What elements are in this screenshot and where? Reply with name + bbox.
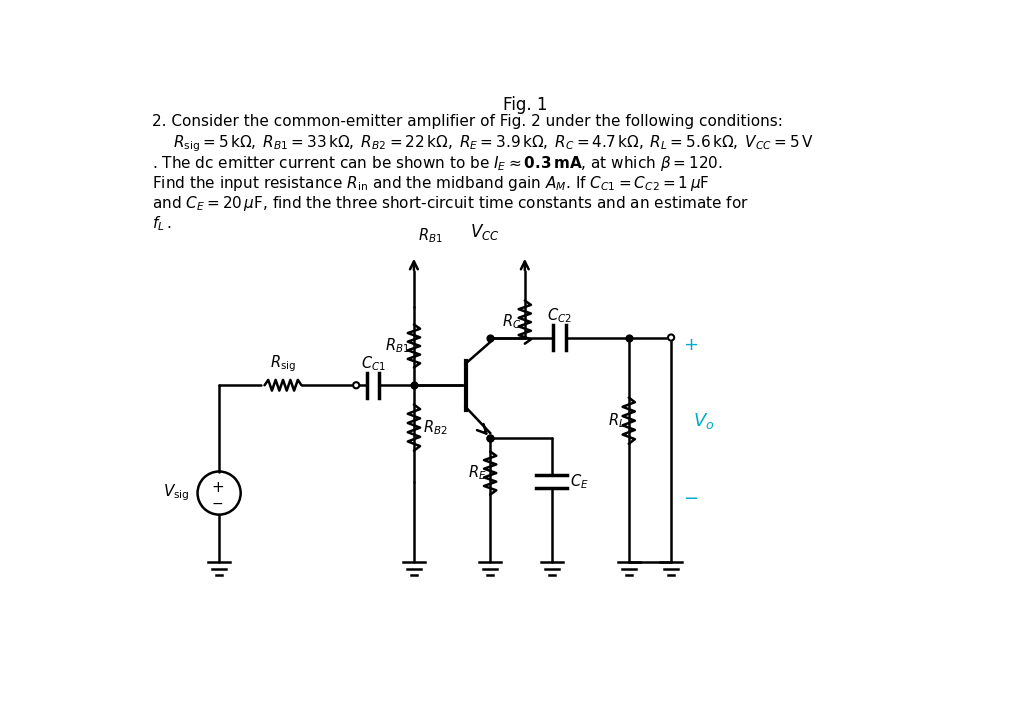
Text: $-$: $-$ — [683, 488, 697, 506]
Text: $f_L\,.$: $f_L\,.$ — [153, 215, 172, 233]
Text: $C_{C1}$: $C_{C1}$ — [360, 354, 386, 373]
Text: $V_\mathrm{sig}$: $V_\mathrm{sig}$ — [163, 483, 189, 503]
Text: $R_E$: $R_E$ — [468, 464, 486, 482]
Text: $V_{CC}$: $V_{CC}$ — [470, 222, 500, 242]
Text: Fig. 1: Fig. 1 — [503, 96, 547, 114]
Text: $R_{B1}$: $R_{B1}$ — [385, 336, 410, 355]
Text: $R_{B1}$: $R_{B1}$ — [418, 227, 442, 245]
Text: $R_{B2}$: $R_{B2}$ — [423, 418, 447, 437]
Text: +: + — [683, 336, 697, 354]
Text: and $C_E = 20\,\mu\mathrm{F}$, find the three short-circuit time constants and a: and $C_E = 20\,\mu\mathrm{F}$, find the … — [153, 194, 749, 213]
Circle shape — [353, 382, 359, 389]
Text: $C_{C2}$: $C_{C2}$ — [547, 307, 571, 325]
Text: +: + — [211, 480, 224, 495]
Text: $R_L$: $R_L$ — [607, 411, 625, 430]
Text: $R_C$: $R_C$ — [502, 313, 521, 331]
Text: Find the input resistance $R_\mathrm{in}$ and the midband gain $A_M$. If $C_{C1}: Find the input resistance $R_\mathrm{in}… — [153, 174, 710, 193]
Text: $V_o$: $V_o$ — [692, 411, 714, 430]
Text: $-$: $-$ — [212, 496, 223, 510]
Text: $C_E$: $C_E$ — [570, 472, 589, 491]
Circle shape — [668, 334, 674, 341]
Text: . The dc emitter current can be shown to be $I_E \approx \mathbf{0.3\,mA}$, at w: . The dc emitter current can be shown to… — [153, 154, 723, 173]
Text: $R_\mathrm{sig}$: $R_\mathrm{sig}$ — [270, 354, 296, 375]
Text: 2. Consider the common-emitter amplifier of Fig. 2 under the following condition: 2. Consider the common-emitter amplifier… — [153, 114, 783, 130]
Text: $R_\mathrm{sig} = 5\,\mathrm{k}\Omega,\;R_{B1} = 33\,\mathrm{k}\Omega,\;R_{B2} =: $R_\mathrm{sig} = 5\,\mathrm{k}\Omega,\;… — [173, 134, 814, 154]
